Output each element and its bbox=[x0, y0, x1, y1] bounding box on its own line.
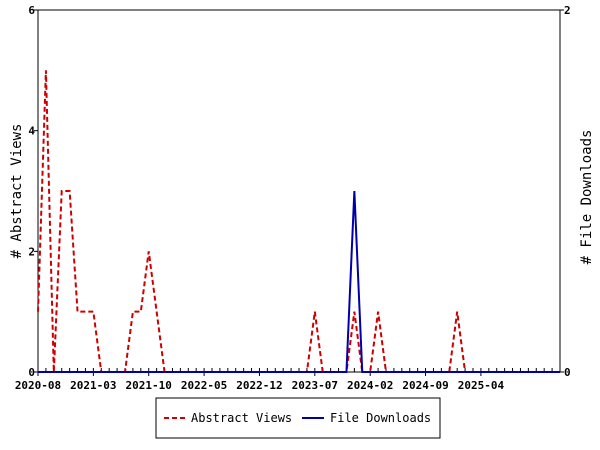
legend-label-file-downloads: File Downloads bbox=[330, 411, 431, 425]
legend-label-abstract-views: Abstract Views bbox=[191, 411, 292, 425]
right-y-tick-label: 0 bbox=[564, 366, 571, 379]
left-y-axis-title: # Abstract Views bbox=[9, 124, 25, 259]
x-tick-label: 2021-03 bbox=[70, 379, 116, 392]
right-y-tick-label: 2 bbox=[564, 4, 571, 17]
x-tick-labels: 2020-08 2021-03 2021-10 2022-05 2022-12 2023-… bbox=[15, 379, 505, 392]
x-tick-label: 2023-07 bbox=[292, 379, 338, 392]
series-lines bbox=[37, 70, 560, 373]
plot-area bbox=[37, 9, 561, 373]
legend-box bbox=[155, 397, 441, 439]
x-tick-label: 2024-02 bbox=[347, 379, 393, 392]
left-y-tick-label: 0 bbox=[28, 366, 35, 379]
right-y-tick-labels: 02 bbox=[560, 4, 571, 379]
left-y-tick-label: 2 bbox=[28, 245, 35, 258]
left-y-tick-label: 4 bbox=[28, 125, 35, 138]
left-y-tick-labels: 0 2 4 6 bbox=[28, 4, 38, 379]
x-tick-label: 2020-08 bbox=[15, 379, 61, 392]
right-y-axis-title: # File Downloads bbox=[579, 130, 595, 265]
legend: Abstract Views File Downloads bbox=[155, 397, 441, 439]
x-tick-label: 2022-05 bbox=[181, 379, 227, 392]
left-y-tick-label: 6 bbox=[28, 4, 35, 17]
x-tick-label: 2025-04 bbox=[458, 379, 505, 392]
x-tick-label: 2021-10 bbox=[126, 379, 172, 392]
x-tick-label: 2024-09 bbox=[402, 379, 448, 392]
x-tick-label: 2022-12 bbox=[236, 379, 282, 392]
series-line-file-downloads bbox=[38, 190, 560, 373]
